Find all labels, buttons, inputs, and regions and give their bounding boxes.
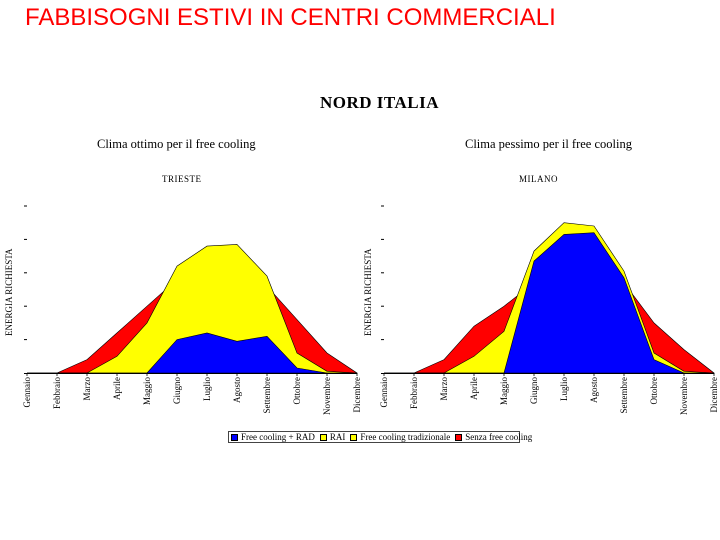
x-tick-label-1-2: Marzo [439, 377, 449, 401]
x-tick-label-1-7: Agosto [589, 377, 599, 404]
legend-label: Free cooling + RAD [241, 432, 315, 442]
x-tick-label-1-4: Maggio [499, 377, 509, 405]
x-tick-label-1-8: Settembre [619, 377, 629, 414]
legend-item-red: Senza free cooling [455, 432, 532, 442]
x-tick-label-1-10: Novembre [679, 377, 689, 415]
x-tick-label-0-7: Agosto [232, 377, 242, 404]
x-tick-label-1-6: Luglio [559, 377, 569, 401]
x-tick-label-0-10: Novembre [322, 377, 332, 415]
legend-swatch [455, 433, 463, 441]
legend-label: Senza free cooling [465, 432, 533, 442]
x-tick-label-0-9: Ottobre [292, 377, 302, 405]
legend-item-rai: RAI [319, 432, 346, 442]
legend-item-blue: Free cooling + RAD [231, 432, 315, 442]
legend-label: RAI [329, 432, 346, 442]
x-tick-label-1-9: Ottobre [649, 377, 659, 405]
x-tick-label-1-11: Dicembre [709, 377, 719, 412]
legend-label: Free cooling tradizionale [360, 432, 451, 442]
legend-swatch [231, 433, 238, 441]
x-tick-label-0-8: Settembre [262, 377, 272, 414]
x-tick-label-0-5: Giugno [172, 377, 182, 405]
x-tick-label-0-11: Dicembre [352, 377, 362, 412]
x-tick-label-0-4: Maggio [142, 377, 152, 405]
x-tick-label-1-5: Giugno [529, 377, 539, 405]
x-tick-label-0-1: Febbraio [52, 377, 62, 409]
chart-left-city: TRIESTE [162, 174, 202, 184]
chart-legend: Free cooling + RAD RAI Free cooling trad… [228, 431, 532, 443]
legend-swatch [350, 433, 358, 441]
slide-title: FABBISOGNI ESTIVI IN CENTRI COMMERCIALI [25, 4, 556, 31]
chart-right-subtitle: Clima pessimo per il free cooling [465, 137, 632, 151]
x-tick-label-1-3: Aprile [469, 377, 479, 400]
x-tick-label-0-6: Luglio [202, 377, 212, 401]
figure-title: NORD ITALIA [320, 93, 440, 112]
legend-item-yellow: Free cooling tradizionale [350, 432, 450, 442]
x-tick-label-1-0: Gennaio [379, 377, 389, 408]
x-tick-label-0-3: Aprile [112, 377, 122, 400]
x-tick-label-1-1: Febbraio [409, 377, 419, 409]
chart-right-city: MILANO [519, 174, 558, 184]
x-tick-label-0-2: Marzo [82, 377, 92, 401]
chart-left-subtitle: Clima ottimo per il free cooling [97, 137, 256, 151]
legend-swatch [319, 433, 327, 441]
x-tick-label-0-0: Gennaio [22, 377, 32, 408]
